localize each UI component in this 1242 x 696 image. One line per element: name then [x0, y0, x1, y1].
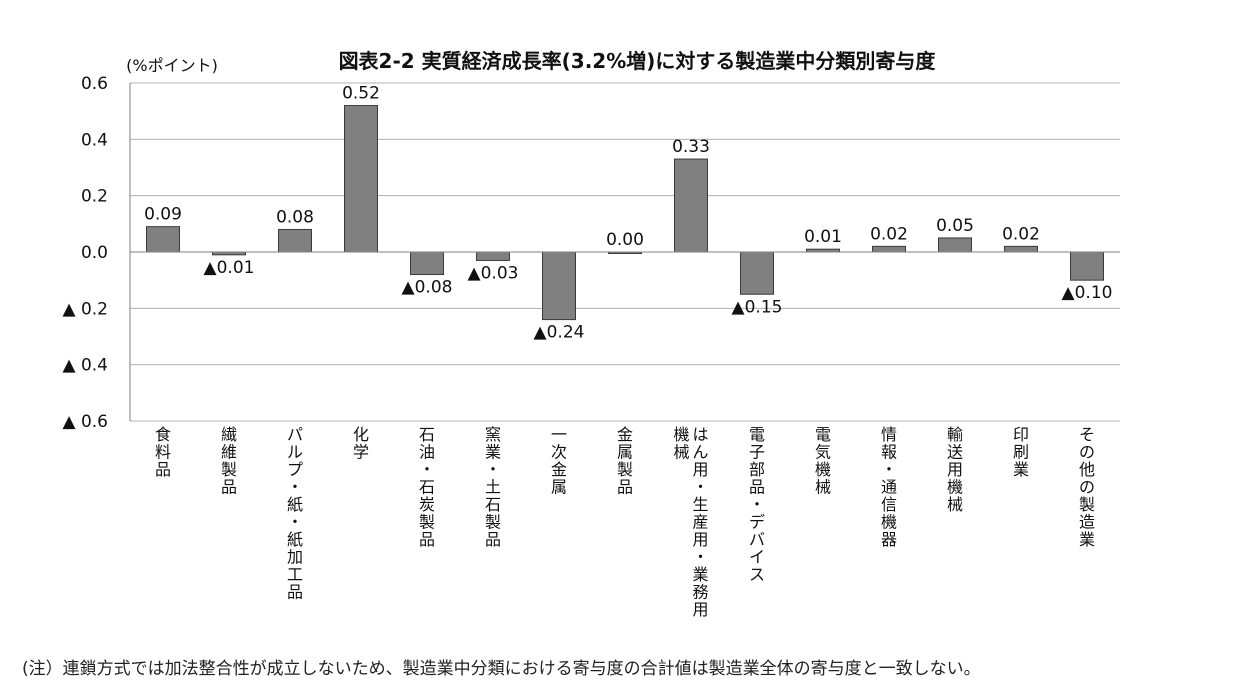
data-label: 0.52 — [342, 84, 380, 104]
x-tick-label: はん用・生産用・業務用機械 — [673, 425, 708, 619]
bar — [542, 251, 576, 321]
bar — [1070, 251, 1104, 281]
x-tick-label: 化学 — [353, 425, 369, 462]
x-tick-label: 印刷業 — [1013, 425, 1029, 479]
y-axis-unit-label: (%ポイント) — [126, 56, 218, 75]
bar — [476, 251, 510, 261]
bar-chart: 図表2-2 実質経済成長率(3.2%増)に対する製造業中分類別寄与度 (%ポイン… — [62, 49, 1120, 619]
y-tick-label: 0.4 — [81, 130, 108, 150]
data-label: 0.00 — [606, 230, 644, 250]
x-tick-label: 一次金属 — [551, 425, 567, 497]
x-tick-label: 窯業・土石製品 — [485, 425, 501, 549]
bar — [938, 237, 972, 253]
x-tick-label: パルプ・紙・紙加工品 — [287, 425, 303, 602]
x-tick-label: 電気機械 — [815, 425, 831, 497]
y-tick-label: 0.0 — [81, 243, 108, 263]
data-label: ▲0.15 — [732, 297, 783, 317]
data-label: 0.09 — [144, 205, 182, 225]
y-tick-label: ▲ 0.6 — [62, 412, 108, 432]
bar — [410, 251, 444, 276]
footnote: (注）連鎖方式では加法整合性が成立しないため、製造業中分類における寄与度の合計値… — [22, 659, 981, 679]
data-label: ▲0.24 — [534, 323, 585, 343]
data-labels: 0.09 ▲0.01 0.08 0.52 ▲0.08 ▲0.03 ▲0.24 0.00 0.33… — [144, 84, 1112, 343]
bar — [344, 105, 378, 253]
bar — [740, 251, 774, 295]
x-tick-label: 石油・石炭製品 — [419, 425, 435, 549]
x-tick-label: 繊維製品 — [221, 425, 237, 497]
data-label: 0.02 — [870, 224, 908, 244]
x-tick-labels: 食料品 繊維製品 パルプ・紙・紙加工品 化学 石油・石炭製品 窯業・土石製品 一次金属 金属製… — [155, 425, 1095, 619]
y-tick-label: 0.6 — [81, 74, 108, 94]
data-label: 0.33 — [672, 137, 710, 157]
chart-title: 図表2-2 実質経済成長率(3.2%増)に対する製造業中分類別寄与度 — [339, 49, 937, 73]
data-label: 0.01 — [804, 227, 842, 247]
x-tick-label: 情報・通信機器 — [881, 425, 897, 549]
x-tick-label: 金属製品 — [617, 425, 633, 497]
x-tick-label: その他の製造業 — [1079, 425, 1095, 549]
bar — [146, 226, 180, 253]
y-tick-label: 0.2 — [81, 187, 108, 207]
data-label: 0.02 — [1002, 224, 1040, 244]
bar — [1004, 245, 1038, 253]
bar — [674, 158, 708, 253]
grid-lines — [130, 82, 1120, 422]
bar — [872, 245, 906, 253]
y-tick-labels: 0.6 0.4 0.2 0.0 ▲ 0.2 ▲ 0.4 ▲ 0.6 — [62, 74, 108, 432]
bar — [278, 228, 312, 253]
y-tick-label: ▲ 0.2 — [62, 299, 108, 319]
bars — [146, 105, 1104, 321]
data-label: ▲0.10 — [1062, 283, 1113, 303]
data-label: ▲0.01 — [204, 258, 255, 278]
x-tick-label: 電子部品・デバイス — [749, 425, 765, 584]
data-label: ▲0.08 — [402, 278, 453, 298]
x-tick-label: 輸送用機械 — [947, 425, 963, 514]
x-tick-label: 食料品 — [155, 425, 171, 479]
data-label: 0.08 — [276, 207, 314, 227]
data-label: 0.05 — [936, 216, 974, 236]
y-tick-label: ▲ 0.4 — [62, 356, 108, 376]
data-label: ▲0.03 — [468, 263, 519, 283]
